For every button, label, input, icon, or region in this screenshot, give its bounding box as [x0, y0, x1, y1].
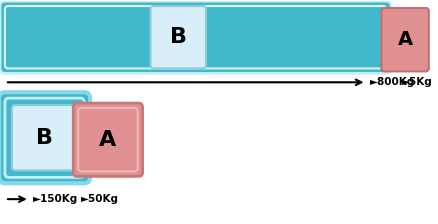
FancyBboxPatch shape — [73, 103, 142, 176]
FancyBboxPatch shape — [0, 1, 390, 73]
Text: B: B — [170, 27, 186, 47]
Text: ►50Kg: ►50Kg — [81, 194, 119, 204]
FancyBboxPatch shape — [381, 8, 428, 71]
FancyBboxPatch shape — [12, 105, 77, 170]
Text: B: B — [36, 128, 53, 148]
FancyBboxPatch shape — [150, 6, 205, 68]
FancyBboxPatch shape — [0, 92, 90, 183]
Text: ►5Kg: ►5Kg — [401, 77, 432, 87]
Text: A: A — [99, 130, 117, 150]
Text: ►150Kg: ►150Kg — [32, 194, 78, 204]
Text: ►800Kg: ►800Kg — [370, 77, 415, 87]
Text: A: A — [396, 30, 412, 49]
